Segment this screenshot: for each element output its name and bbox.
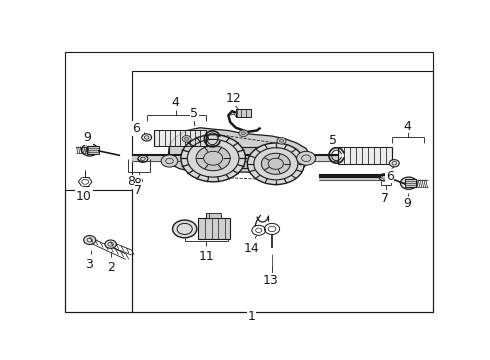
Text: 14: 14 (243, 242, 259, 255)
Circle shape (105, 240, 116, 248)
Circle shape (297, 151, 316, 165)
Circle shape (181, 135, 245, 182)
Circle shape (254, 148, 298, 180)
Circle shape (268, 158, 283, 169)
Text: 7: 7 (381, 193, 389, 206)
Bar (236, 109, 251, 117)
Text: 9: 9 (85, 131, 93, 144)
Circle shape (204, 151, 222, 165)
Text: 12: 12 (225, 92, 241, 105)
Bar (65, 190, 131, 312)
Text: 5: 5 (329, 134, 337, 147)
Text: 9: 9 (83, 131, 91, 144)
Text: 8: 8 (381, 190, 389, 203)
Circle shape (161, 155, 178, 167)
Text: 8: 8 (135, 177, 143, 190)
Circle shape (182, 135, 191, 142)
Circle shape (142, 134, 151, 141)
Text: 6: 6 (132, 122, 140, 135)
Circle shape (84, 235, 96, 244)
Text: 10: 10 (76, 190, 92, 203)
Circle shape (261, 153, 290, 174)
Text: 2: 2 (107, 261, 115, 274)
Bar (234, 147, 268, 168)
Text: 9: 9 (404, 198, 412, 211)
Bar (131, 71, 433, 312)
Bar (405, 179, 416, 187)
Circle shape (172, 220, 197, 238)
Text: 4: 4 (403, 120, 411, 133)
Circle shape (239, 130, 248, 136)
Text: 6: 6 (386, 170, 393, 183)
Bar (87, 146, 99, 154)
Circle shape (247, 143, 304, 185)
Text: 3: 3 (85, 258, 93, 271)
Text: 8: 8 (133, 177, 141, 190)
Text: 8: 8 (127, 175, 135, 188)
Circle shape (400, 177, 417, 189)
Bar (198, 218, 230, 239)
Circle shape (196, 146, 230, 171)
Text: 1: 1 (247, 310, 255, 323)
Polygon shape (168, 128, 310, 174)
Bar (206, 213, 220, 218)
Circle shape (81, 144, 98, 156)
Circle shape (187, 139, 239, 177)
Text: 7: 7 (134, 184, 142, 197)
Text: 13: 13 (262, 274, 278, 287)
Circle shape (390, 159, 399, 167)
Text: 5: 5 (190, 107, 198, 120)
Circle shape (277, 138, 286, 144)
Text: 8: 8 (133, 176, 141, 189)
Text: 11: 11 (198, 249, 214, 262)
Text: 4: 4 (171, 96, 179, 109)
